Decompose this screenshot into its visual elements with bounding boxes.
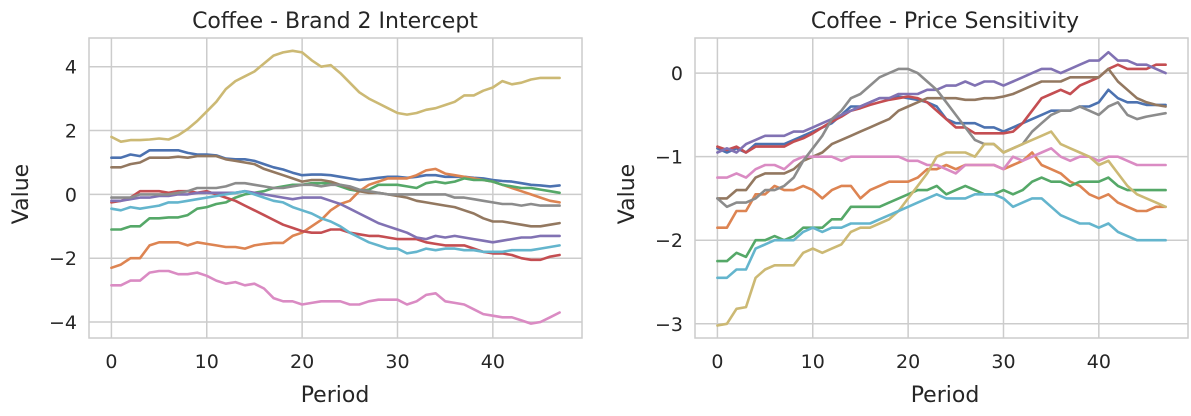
y-tick-label: 2 (65, 121, 77, 143)
chart-title: Coffee - Brand 2 Intercept (192, 9, 478, 34)
plot-frame (695, 38, 1188, 338)
grid (695, 38, 1188, 338)
y-tick-label: −4 (49, 312, 77, 334)
y-tick-label: 0 (65, 184, 77, 206)
chart-price-sensitivity: Coffee - Price Sensitivity Period Value … (615, 9, 1188, 408)
x-tick-label: 30 (385, 351, 409, 373)
y-tick-label: −1 (655, 147, 683, 169)
y-tick-label: −3 (655, 314, 683, 336)
y-axis-label: Value (9, 164, 34, 224)
x-tick-label: 10 (195, 351, 219, 373)
x-axis-label: Period (301, 383, 370, 408)
x-axis-label: Period (911, 383, 980, 408)
x-tick-label: 20 (896, 351, 920, 373)
y-tick-label: 0 (671, 63, 683, 85)
x-tick-label: 0 (105, 351, 117, 373)
y-tick-label: −2 (655, 230, 683, 252)
chart-title: Coffee - Price Sensitivity (811, 9, 1079, 34)
x-tick-label: 20 (290, 351, 314, 373)
chart-brand2-intercept: Coffee - Brand 2 Intercept Period Value … (9, 9, 582, 408)
y-tick-label: 4 (65, 57, 77, 79)
x-tick-label: 40 (1087, 351, 1111, 373)
x-tick-label: 30 (991, 351, 1015, 373)
x-tick-label: 0 (711, 351, 723, 373)
y-axis-label: Value (615, 164, 640, 224)
x-tick-label: 10 (801, 351, 825, 373)
x-tick-label: 40 (481, 351, 505, 373)
y-tick-label: −2 (49, 248, 77, 270)
